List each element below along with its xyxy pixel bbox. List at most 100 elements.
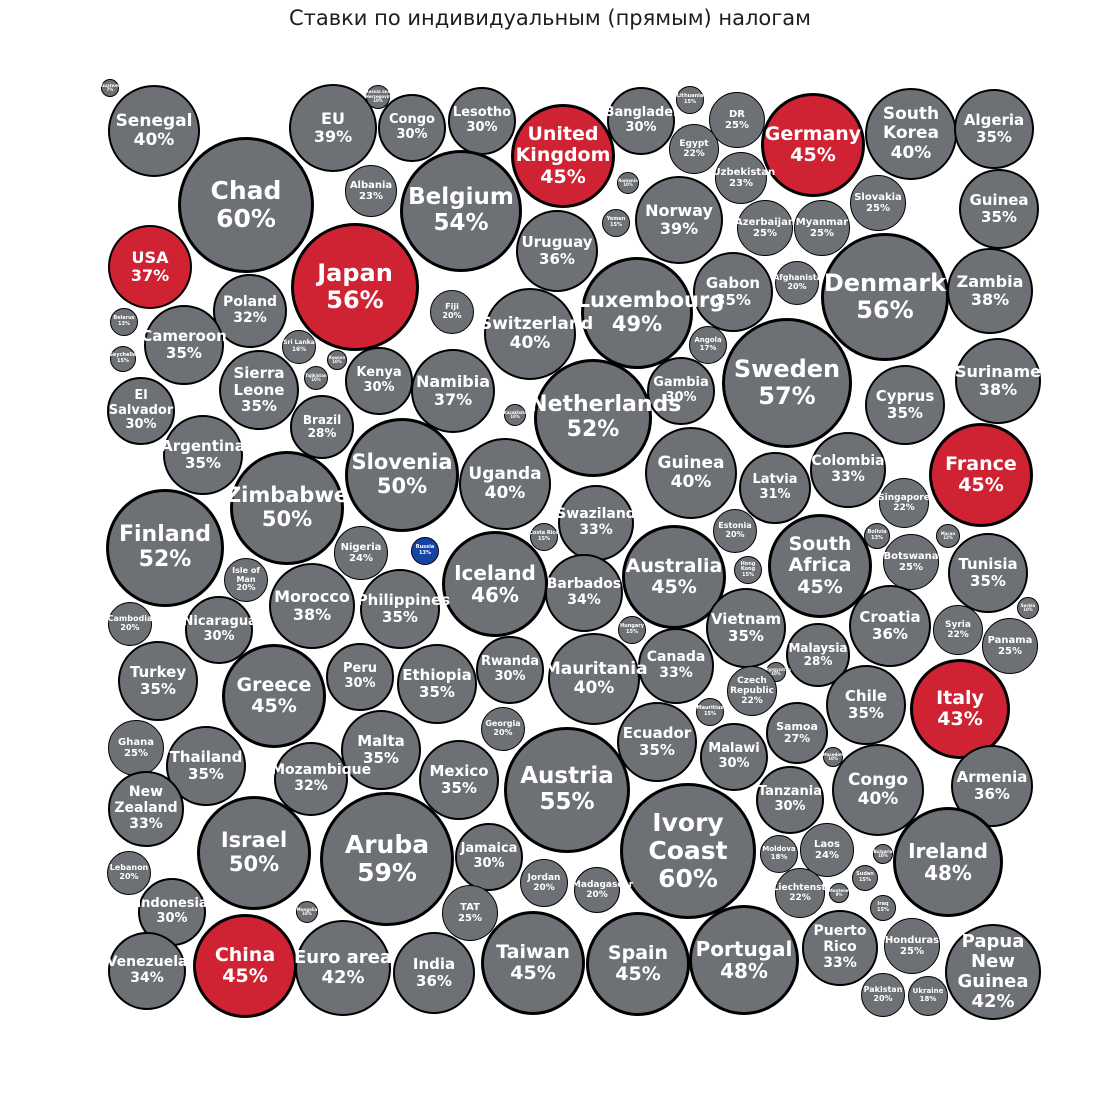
chart-title: Ставки по индивидуальным (прямым) налога… [288,6,812,30]
bubble-angola-17: Angola 17% [689,326,727,364]
bubble-aruba-59: Aruba 59% [320,792,454,926]
bubble-label: Greece 45% [236,673,312,717]
bubble-samoa-27: Samoa 27% [766,702,828,764]
bubble-label: Jordan 20% [527,872,561,893]
bubble-label: United Kingdom 45% [515,123,611,188]
bubble-label: Pakistan 20% [863,985,903,1003]
bubble-label: Ivory Coast 60% [648,808,728,893]
bubble-guinea-35: Guinea 35% [959,169,1039,249]
bubble-kazakhstan-10: Kazakhstan 10% [504,404,530,426]
bubble-label: Ghana 25% [118,736,154,759]
bubble-ivory-coast-60: Ivory Coast 60% [620,783,756,919]
bubble-puerto-rico-33: Puerto Rico 33% [802,910,878,986]
bubble-israel-50: Israel 50% [197,796,311,910]
bubble-brazil-28: Brazil 28% [290,395,354,459]
bubble-label: Bangladesh 30% [604,105,691,135]
bubble-label: Belgium 54% [408,184,514,236]
bubble-label: Serbia 10% [1020,602,1036,612]
bubble-kenya-30: Kenya 30% [345,347,413,415]
bubble-ireland-48: Ireland 48% [893,807,1003,917]
bubble-iceland-46: Iceland 46% [442,531,548,637]
bubble-label: Seychelles 15% [109,352,140,364]
bubble-guinea-40: Guinea 40% [645,427,737,519]
bubble-argentina-35: Argentina 35% [161,415,245,495]
bubble-label: Guinea 35% [969,191,1029,226]
bubble-new-zealand-33: New Zealand 33% [108,771,184,847]
bubble-label: Singapore 22% [878,492,930,513]
bubble-label: Sudan 15% [856,871,874,883]
bubble-label: Tunisia 35% [958,555,1018,590]
bubble-germany-45: Germany 45% [761,93,865,197]
bubble-label: Iceland 46% [454,560,536,607]
bubble-botswana-25: Botswana 25% [883,534,939,590]
bubble-label: South Korea 40% [882,104,940,163]
bubble-myanmar-25: Myanmar 25% [794,200,850,256]
bubble-liechtenstein-22: Liechtenstein 22% [773,868,841,918]
bubble-label: Senegal 40% [115,110,193,150]
bubble-congo-40: Congo 40% [832,744,924,836]
bubble-belarus-13: Belarus 13% [110,308,138,336]
bubble-label: Bosnia and Herzegovina 10% [365,89,394,104]
bubble-hungary-15: Hungary 15% [618,616,646,644]
bubble-sierra-leone-35: Sierra Leone 35% [219,350,299,430]
bubble-malawi-30: Malawi 30% [700,723,768,791]
bubble-label: Lebanon 20% [109,863,149,881]
bubble-france-45: France 45% [929,423,1033,527]
bubble-label: Brazil 28% [302,412,342,440]
bubble-label: Botswana 25% [883,550,939,573]
bubble-label: Morocco 38% [274,587,350,624]
bubble-tat-25: TAT 25% [442,885,498,941]
bubble-label: Netherlands 52% [529,392,682,442]
bubble-label: Slovenia 50% [351,450,453,498]
bubble-label: Ukraine 18% [912,987,944,1003]
bubble-label: EU 39% [313,109,353,146]
bubble-latvia-31: Latvia 31% [739,452,811,524]
bubble-senegal-40: Senegal 40% [108,85,200,177]
bubble-label: Belarus 13% [113,315,135,327]
bubble-label: Latvia 31% [752,472,798,502]
bubble-label: Portugal 48% [695,936,793,983]
bubble-uganda-40: Uganda 40% [459,438,551,530]
bubble-finland-52: Finland 52% [106,489,224,607]
bubble-seychelles-15: Seychelles 15% [109,346,140,372]
bubble-spain-45: Spain 45% [586,912,690,1016]
bubble-label: Ethiopia 35% [402,666,472,701]
bubble-label: Swaziland 33% [556,506,636,538]
bubble-label: Croatia 36% [859,608,921,643]
bubble-afghanistan-20: Afghanistan 20% [773,261,828,305]
bubble-label: Germany 45% [764,122,862,166]
bubble-label: Japan 56% [317,259,393,314]
bubble-label: Barbados 34% [546,576,622,608]
bubble-label: Russia 13% [415,544,435,556]
bubble-label: Hungary 15% [620,623,644,635]
bubble-label: Malawi 30% [708,741,760,771]
bubble-eu-39: EU 39% [289,84,377,172]
bubble-austria-55: Austria 55% [504,727,630,853]
bubble-label: Myanmar 25% [795,216,849,239]
bubble-canada-33: Canada 33% [638,628,714,704]
bubble-label: Lesotho 30% [452,105,512,135]
bubble-label: Laos 24% [814,838,840,861]
bubble-algeria-35: Algeria 35% [954,89,1034,169]
bubble-syria-22: Syria 22% [933,605,983,655]
bubble-label: Guinea 40% [657,452,725,492]
bubble-cameroon-35: Cameroon 35% [141,305,227,385]
bubble-swaziland-33: Swaziland 33% [556,485,636,561]
bubble-georgia-20: Georgia 20% [481,707,525,751]
bubble-portugal-48: Portugal 48% [689,905,799,1015]
bubble-label: Yemen 15% [606,216,626,228]
bubble-bulgaria-10: Bulgaria 10% [873,844,893,864]
bubble-label: Finland 52% [118,522,212,572]
bubble-label: Afghanistan 20% [773,273,828,291]
bubble-russia-13: Russia 13% [411,537,439,565]
bubble-label: Uruguay 36% [521,233,593,268]
bubble-italy-43: Italy 43% [910,659,1010,759]
bubble-label: Cyprus 35% [875,387,935,422]
bubble-label: Chad 60% [210,176,282,233]
bubble-label: Madagascar 20% [571,879,634,900]
bubble-suriname-38: Suriname 38% [955,338,1041,424]
bubble-el-salvador-30: El Salvador 30% [107,377,175,445]
bubble-label: Mongolia 10% [296,906,318,916]
bubble-morocco-38: Morocco 38% [269,563,355,649]
